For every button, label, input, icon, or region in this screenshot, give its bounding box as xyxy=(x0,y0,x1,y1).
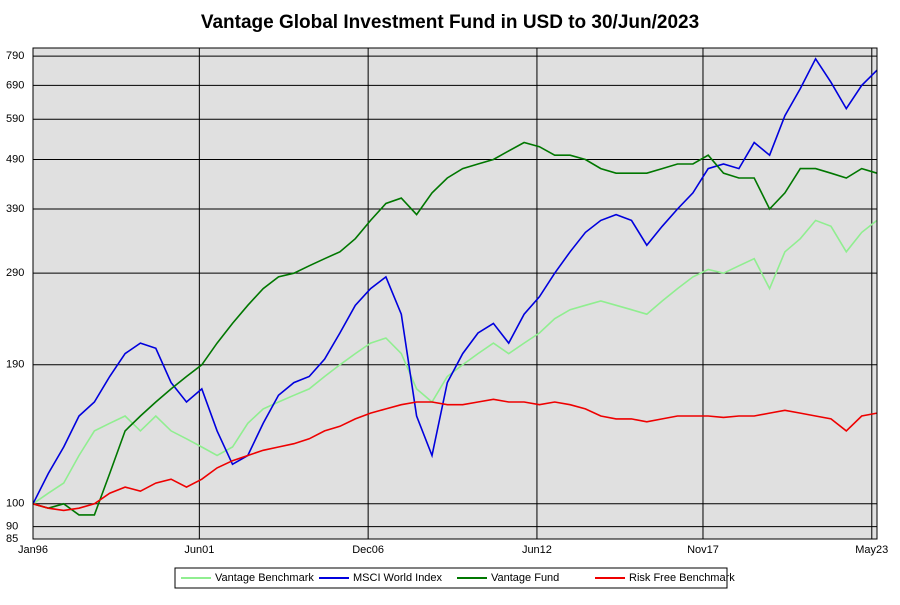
y-tick-label: 290 xyxy=(6,267,24,279)
plot-border xyxy=(32,47,878,540)
y-tick-label: 390 xyxy=(6,203,24,215)
y-tick-label: 490 xyxy=(6,153,24,165)
x-tick-label: Jun01 xyxy=(184,544,214,556)
x-tick-label: May23 xyxy=(855,544,888,556)
legend-label: Risk Free Benchmark xyxy=(629,572,735,584)
legend-label: Vantage Fund xyxy=(491,572,559,584)
x-tick-label: Jun12 xyxy=(522,544,552,556)
plot-area xyxy=(32,47,878,540)
legend-label: Vantage Benchmark xyxy=(215,572,314,584)
x-tick-label: Jan96 xyxy=(18,544,48,556)
y-tick-label: 690 xyxy=(6,79,24,91)
x-tick-label: Nov17 xyxy=(687,544,719,556)
chart-title: Vantage Global Investment Fund in USD to… xyxy=(201,12,699,33)
legend-box xyxy=(174,567,728,589)
x-tick-label: Dec06 xyxy=(352,544,384,556)
y-tick-label: 190 xyxy=(6,359,24,371)
series-line xyxy=(32,398,878,512)
series-line xyxy=(32,219,878,505)
y-tick-label: 790 xyxy=(6,50,24,62)
y-tick-label: 90 xyxy=(6,521,18,533)
series-line xyxy=(32,141,878,516)
legend-label: MSCI World Index xyxy=(353,572,443,584)
y-tick-label: 85 xyxy=(6,533,18,545)
y-tick-label: 100 xyxy=(6,498,24,510)
y-tick-label: 590 xyxy=(6,113,24,125)
